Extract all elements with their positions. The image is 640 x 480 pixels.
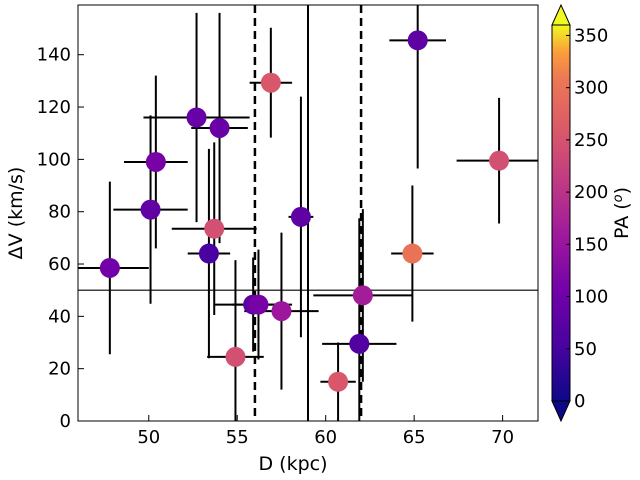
y-axis: 0 20 40 60 80 100 120 140 bbox=[37, 45, 84, 432]
x-tick-label: 60 bbox=[314, 427, 337, 448]
data-point bbox=[352, 285, 373, 306]
colorbar-extend-bottom bbox=[551, 400, 571, 423]
colorbar-tick-label: 0 bbox=[574, 391, 585, 412]
data-point bbox=[99, 257, 120, 278]
x-tick-label: 65 bbox=[403, 427, 426, 448]
data-point bbox=[209, 117, 230, 138]
x-tick-label: 50 bbox=[137, 427, 160, 448]
colorbar-ticks: 0 50 100 150 200 250 300 350 bbox=[566, 25, 608, 412]
data-point bbox=[328, 371, 349, 392]
data-point bbox=[145, 151, 166, 172]
data-point bbox=[407, 30, 428, 51]
x-axis: 50 55 60 65 70 bbox=[137, 415, 514, 448]
data-point bbox=[248, 294, 269, 315]
colorbar-title-close: ) bbox=[611, 187, 633, 194]
y-axis-title: ΔV (km/s) bbox=[5, 167, 27, 260]
data-point bbox=[402, 243, 423, 264]
data-points bbox=[99, 30, 510, 392]
x-tick-label: 55 bbox=[226, 427, 249, 448]
colorbar-title-degree: o bbox=[611, 194, 626, 202]
y-tick-label: 0 bbox=[60, 411, 71, 432]
colorbar-tick-label: 200 bbox=[574, 182, 608, 203]
y-tick-label: 140 bbox=[37, 45, 71, 66]
colorbar-title-text: PA ( bbox=[611, 202, 633, 239]
y-tick-label: 100 bbox=[37, 149, 71, 170]
data-point bbox=[140, 199, 161, 220]
y-tick-label: 80 bbox=[48, 202, 71, 223]
data-point bbox=[271, 301, 292, 322]
colorbar-title: PA (o) bbox=[611, 187, 633, 239]
colorbar-tick-label: 150 bbox=[574, 234, 608, 255]
colorbar-extend-top bbox=[551, 3, 571, 26]
y-tick-label: 40 bbox=[48, 306, 71, 327]
data-point bbox=[290, 206, 311, 227]
data-point bbox=[198, 243, 219, 264]
data-point bbox=[225, 346, 246, 367]
y-tick-label: 20 bbox=[48, 359, 71, 380]
colorbar-tick-label: 50 bbox=[574, 339, 597, 360]
data-point bbox=[204, 218, 225, 239]
x-axis-title: D (kpc) bbox=[258, 453, 327, 475]
plot-frame bbox=[77, 4, 539, 422]
data-point bbox=[349, 333, 370, 354]
y-tick-label: 120 bbox=[37, 97, 71, 118]
colorbar-tick-label: 350 bbox=[574, 25, 608, 46]
colorbar: 0 50 100 150 200 250 300 350 PA (o) bbox=[551, 3, 633, 423]
x-tick-label: 70 bbox=[491, 427, 514, 448]
colorbar-tick-label: 250 bbox=[574, 130, 608, 151]
colorbar-tick-label: 300 bbox=[574, 78, 608, 99]
data-point bbox=[260, 72, 281, 93]
colorbar-tick-label: 100 bbox=[574, 287, 608, 308]
y-tick-label: 60 bbox=[48, 254, 71, 275]
data-point bbox=[489, 150, 510, 171]
colorbar-gradient bbox=[551, 24, 571, 402]
data-point bbox=[186, 107, 207, 128]
